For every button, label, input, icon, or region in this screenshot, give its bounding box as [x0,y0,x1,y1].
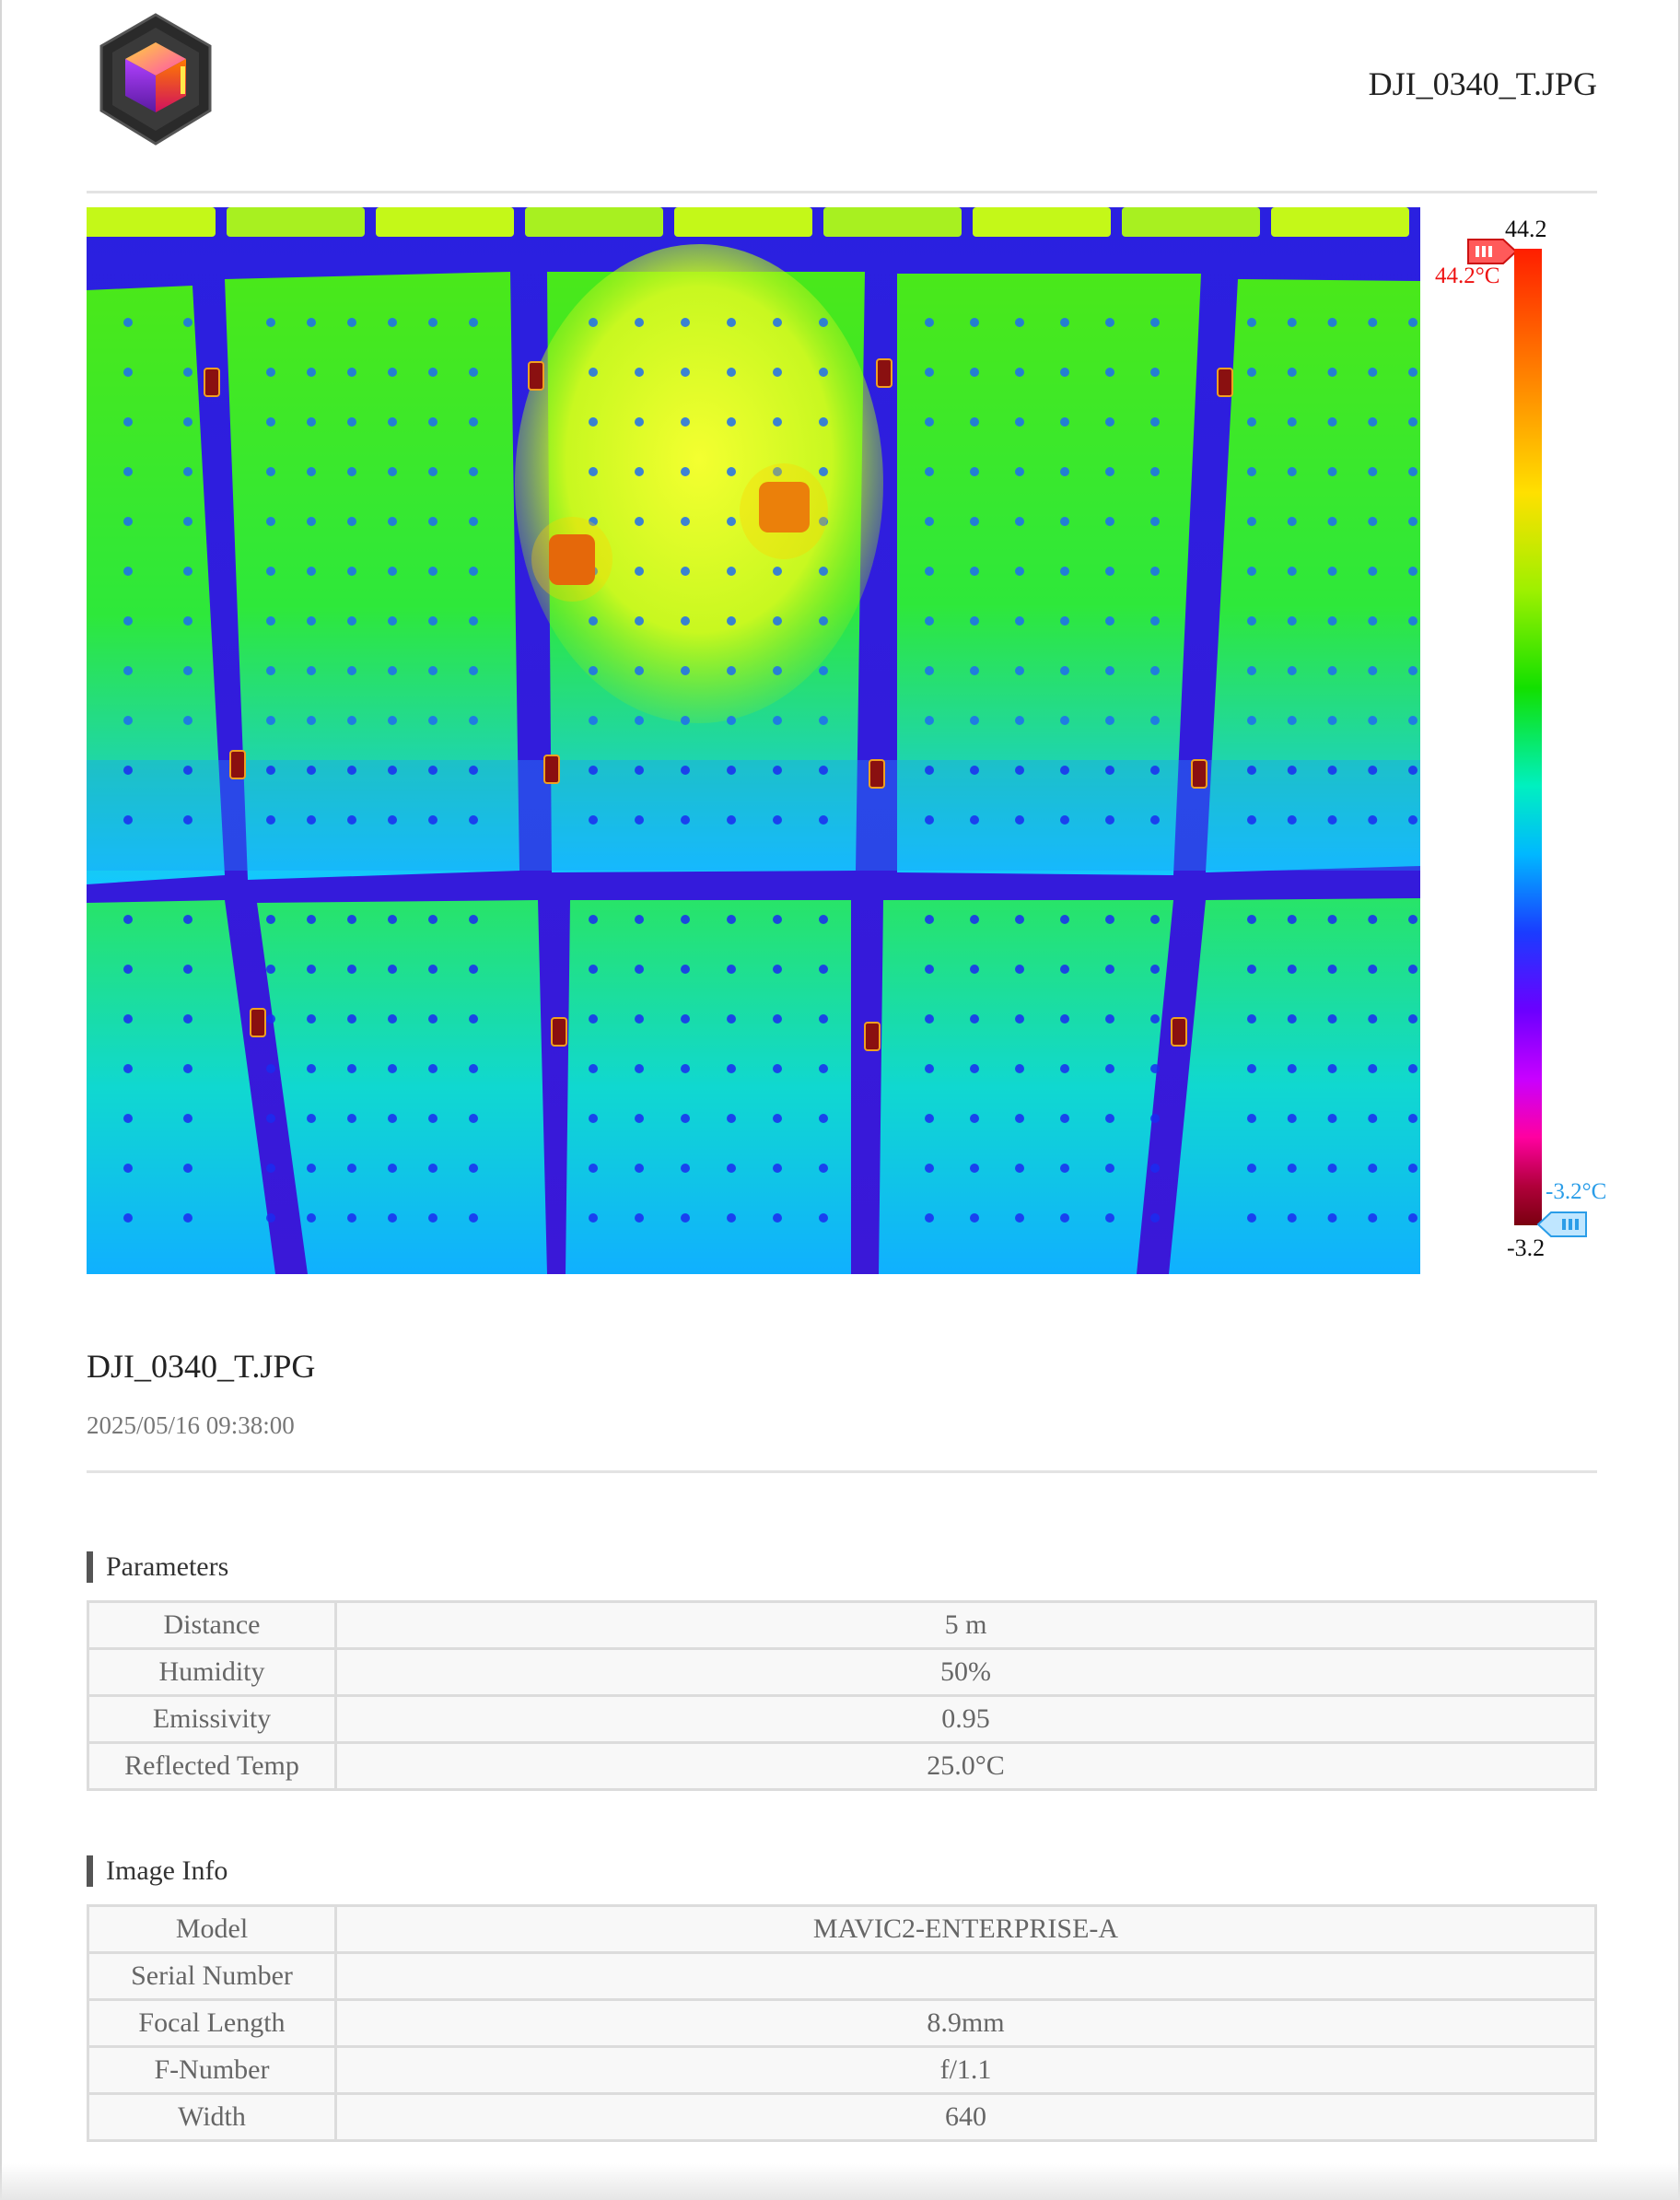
parameter-label: Emissivity [87,1694,337,1744]
image-info-value: 8.9mm [334,1998,1597,2048]
parameter-row: Emissivity 0.95 [87,1694,1597,1744]
page-left-border [0,0,2,2200]
parameter-label: Humidity [87,1647,337,1697]
image-info-section-title: Image Info [87,1855,228,1887]
image-info-value: f/1.1 [334,2045,1597,2095]
parameter-row: Humidity 50% [87,1647,1597,1697]
image-info-value: 640 [334,2092,1597,2142]
parameter-label: Distance [87,1600,337,1650]
parameter-value: 25.0°C [334,1741,1597,1791]
parameter-row: Reflected Temp 25.0°C [87,1741,1597,1791]
image-info-row: Model MAVIC2-ENTERPRISE-A [87,1904,1597,1954]
temperature-scale: 44.2 44.2°C -3.2°C -3.2 [1418,212,1607,1271]
capture-datetime: 2025/05/16 09:38:00 [87,1411,295,1439]
cube-logo-icon [99,13,212,146]
high-temp-label: 44.2°C [1435,263,1500,288]
image-info-value: MAVIC2-ENTERPRISE-A [334,1904,1597,1954]
header-file-title: DJI_0340_T.JPG [1368,65,1597,102]
parameter-row: Distance 5 m [87,1600,1597,1650]
low-temp-label: -3.2°C [1546,1179,1607,1204]
file-name: DJI_0340_T.JPG [87,1348,316,1385]
image-info-label: Focal Length [87,1998,337,2048]
parameter-value: 5 m [334,1600,1597,1650]
image-info-row: Focal Length 8.9mm [87,1998,1597,2048]
high-temp-marker-icon[interactable] [1466,238,1518,265]
section-divider [87,1470,1597,1473]
image-info-label: F-Number [87,2045,337,2095]
parameter-value: 0.95 [334,1694,1597,1744]
image-info-label: Model [87,1904,337,1954]
report-header: DJI_0340_T.JPG [87,0,1597,193]
page-bottom-shadow [0,2163,1680,2200]
page-right-border [1678,0,1680,2200]
scale-min-value: -3.2 [1507,1235,1546,1261]
image-info-row: Serial Number [87,1951,1597,2001]
parameter-label: Reflected Temp [87,1741,337,1791]
scale-max-value: 44.2 [1505,216,1547,242]
image-info-row: Width 640 [87,2092,1597,2142]
parameters-section-title: Parameters [87,1551,228,1583]
color-scale-bar [1514,249,1542,1225]
low-temp-marker-icon[interactable] [1536,1211,1588,1238]
thermal-infrared-image[interactable] [87,207,1420,1274]
parameters-table: Distance 5 m Humidity 50% Emissivity 0.95 Refl… [87,1600,1597,1791]
image-info-row: F-Number f/1.1 [87,2045,1597,2095]
image-info-label: Width [87,2092,337,2142]
image-info-table: Model MAVIC2-ENTERPRISE-A Serial Number Foc… [87,1904,1597,2142]
image-info-label: Serial Number [87,1951,337,2001]
image-info-value [334,1951,1597,2001]
parameter-value: 50% [334,1647,1597,1697]
